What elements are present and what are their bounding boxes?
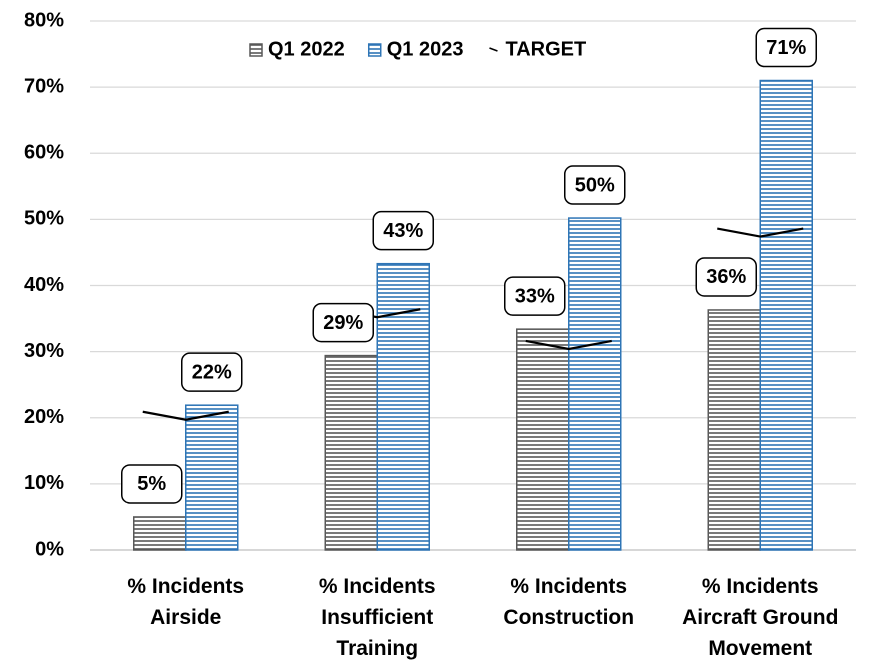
target-marker xyxy=(717,227,804,238)
data-label: 71% xyxy=(766,37,806,59)
x-tick-label: % Incidents Airside xyxy=(127,575,245,629)
x-tick-label: % Incidents Construction xyxy=(503,575,635,629)
bar xyxy=(324,354,378,551)
target-marker xyxy=(142,410,229,421)
data-label: 50% xyxy=(575,174,615,196)
y-tick-label: 70% xyxy=(24,75,64,97)
bar xyxy=(185,404,239,551)
y-tick-label: 0% xyxy=(35,538,64,560)
data-label-box xyxy=(504,276,566,316)
data-label-box xyxy=(564,165,626,205)
data-label-box xyxy=(372,210,434,251)
y-tick-label: 40% xyxy=(24,274,64,296)
y-tick-label: 10% xyxy=(24,472,64,494)
legend-label: TARGET xyxy=(505,38,586,60)
legend-swatch xyxy=(367,43,382,57)
data-label: 29% xyxy=(323,312,363,334)
bar xyxy=(516,328,570,551)
target-marker xyxy=(525,339,612,351)
bar xyxy=(707,309,761,551)
y-tick-label: 50% xyxy=(24,208,64,230)
legend-label: Q1 2023 xyxy=(387,38,464,60)
y-tick-label: 20% xyxy=(24,406,64,428)
legend-swatch xyxy=(249,43,263,57)
x-tick-label: % Incidents Aircraft Ground Movement xyxy=(682,575,839,660)
bar xyxy=(759,79,813,551)
x-tick-label: % Incidents Insufficient Training xyxy=(318,575,436,660)
bar xyxy=(133,516,187,551)
data-label: 36% xyxy=(706,266,746,288)
y-tick-label: 30% xyxy=(24,340,64,362)
data-label-box xyxy=(312,302,374,343)
data-label-box xyxy=(121,464,183,504)
data-label-box xyxy=(695,257,757,297)
data-label: 22% xyxy=(192,361,232,383)
bar xyxy=(376,262,430,551)
y-tick-label: 60% xyxy=(24,142,64,164)
legend-label: Q1 2022 xyxy=(268,38,345,60)
data-label: 5% xyxy=(137,473,166,495)
data-label-box xyxy=(755,27,817,68)
y-tick-label: 80% xyxy=(24,9,64,31)
data-label-box xyxy=(181,352,243,392)
data-label: 33% xyxy=(515,285,555,307)
legend-swatch xyxy=(489,47,498,52)
data-label: 43% xyxy=(383,220,423,242)
bar xyxy=(568,217,622,551)
